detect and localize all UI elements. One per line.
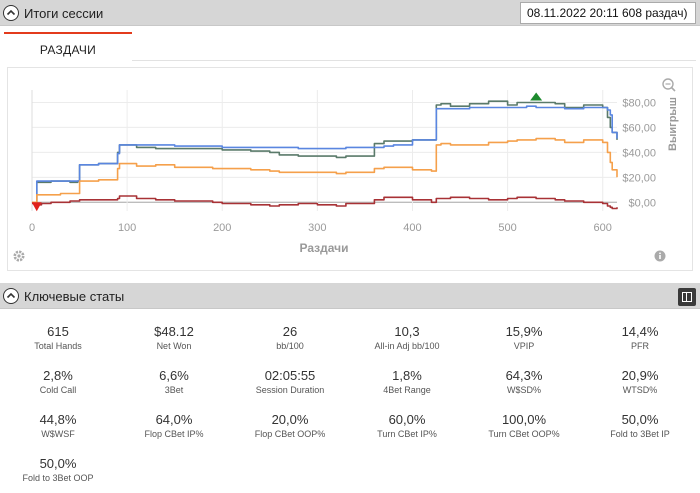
stat-label: WTSD% xyxy=(622,385,658,395)
stat-item: 44,8% W$WSF xyxy=(0,412,116,439)
stat-value: 15,9% xyxy=(505,324,543,339)
session-summary-header[interactable]: Итоги сессии 08.11.2022 20:11 608 раздач… xyxy=(0,0,700,26)
stat-item: 02:05:55 Session Duration xyxy=(232,368,348,395)
stat-label: W$SD% xyxy=(506,385,541,395)
stat-value: 14,4% xyxy=(621,324,659,339)
series-line-1 xyxy=(32,105,618,204)
collapse-icon[interactable] xyxy=(3,288,19,304)
stats-grid: 615 Total Hands $48.12 Net Won 26 bb/100 10,3 A… xyxy=(0,312,700,493)
zoom-icon[interactable] xyxy=(662,78,676,92)
stat-value: 50,0% xyxy=(621,412,659,427)
stat-item: 2,8% Cold Call xyxy=(0,368,116,395)
y-tick-label: $80,00 xyxy=(622,97,656,109)
stat-item: 1,8% 4Bet Range xyxy=(349,368,465,395)
y-axis-ticks: $0,00 $20,00 $40,00 $60,00 $80,00 xyxy=(622,97,656,209)
winnings-chart: 0 100 200 300 400 500 600 $0,00 $20,00 $40,00 $60… xyxy=(13,78,679,262)
stat-label: bb/100 xyxy=(276,341,304,351)
stat-value: 64,0% xyxy=(155,412,193,427)
x-axis-label: Раздачи xyxy=(300,241,349,255)
stat-label: Cold Call xyxy=(39,385,77,395)
stat-label: PFR xyxy=(631,341,649,351)
min-marker-icon xyxy=(31,202,42,212)
key-stats-title: Ключевые статы xyxy=(24,289,125,304)
stat-item: 26 bb/100 xyxy=(232,324,348,351)
gear-icon[interactable] xyxy=(13,250,25,262)
series-line-2 xyxy=(32,137,618,204)
key-stats-header[interactable]: Ключевые статы xyxy=(0,283,700,309)
stat-label: VPIP xyxy=(513,341,535,351)
stat-value: 60,0% xyxy=(388,412,426,427)
x-tick-label: 100 xyxy=(118,222,136,234)
stat-value: 2,8% xyxy=(43,368,73,383)
tab-hands[interactable]: РАЗДАЧИ xyxy=(4,32,132,61)
stat-item: 60,0% Turn CBet IP% xyxy=(349,412,465,439)
stat-label: 4Bet Range xyxy=(383,385,431,395)
stat-item: $48.12 Net Won xyxy=(116,324,232,351)
x-tick-label: 0 xyxy=(29,222,35,234)
y-axis-label: Выигрыш xyxy=(667,97,679,151)
stat-label: Turn CBet IP% xyxy=(377,429,437,439)
chart-markers xyxy=(31,92,543,212)
y-tick-label: $60,00 xyxy=(622,122,656,134)
y-tick-label: $0,00 xyxy=(628,197,656,209)
collapse-icon[interactable] xyxy=(3,5,19,21)
stat-value: $48.12 xyxy=(154,324,194,339)
stat-item: 14,4% PFR xyxy=(582,324,698,351)
stat-label: Net Won xyxy=(156,341,192,351)
stat-label: Flop CBet OOP% xyxy=(254,429,326,439)
stat-item: 15,9% VPIP xyxy=(466,324,582,351)
stat-label: Fold to 3Bet OOP xyxy=(22,473,94,483)
info-icon[interactable] xyxy=(654,250,666,262)
stat-item: 615 Total Hands xyxy=(0,324,116,351)
stat-item: 50,0% Fold to 3Bet IP xyxy=(582,412,698,439)
stat-item: 20,9% WTSD% xyxy=(582,368,698,395)
x-tick-label: 500 xyxy=(498,222,516,234)
x-tick-label: 200 xyxy=(213,222,231,234)
stat-value: 10,3 xyxy=(394,324,420,339)
stat-value: 44,8% xyxy=(39,412,77,427)
stat-label: Turn CBet OOP% xyxy=(488,429,560,439)
stat-label: Session Duration xyxy=(255,385,325,395)
session-summary-title: Итоги сессии xyxy=(24,6,104,21)
series-line-3 xyxy=(32,195,618,210)
stat-label: All-in Adj bb/100 xyxy=(374,341,440,351)
stat-value: 1,8% xyxy=(392,368,422,383)
x-tick-label: 600 xyxy=(594,222,612,234)
stat-value: 02:05:55 xyxy=(264,368,316,383)
stat-item: 100,0% Turn CBet OOP% xyxy=(466,412,582,439)
stat-label: W$WSF xyxy=(41,429,75,439)
x-tick-label: 400 xyxy=(403,222,421,234)
stat-label: Total Hands xyxy=(34,341,82,351)
session-select[interactable]: 08.11.2022 20:11 608 раздач) xyxy=(520,2,696,24)
stat-value: 50,0% xyxy=(39,456,77,471)
stat-item: 6,6% 3Bet xyxy=(116,368,232,395)
stat-value: 64,3% xyxy=(505,368,543,383)
stat-value: 100,0% xyxy=(501,412,547,427)
stat-item: 50,0% Fold to 3Bet OOP xyxy=(0,456,116,483)
chart-panel: 0 100 200 300 400 500 600 $0,00 $20,00 $40,00 $60… xyxy=(7,67,693,271)
chart-series xyxy=(32,100,618,210)
stat-label: 3Bet xyxy=(164,385,184,395)
y-tick-label: $20,00 xyxy=(622,172,656,184)
tab-divider xyxy=(132,60,696,61)
stat-label: Fold to 3Bet IP xyxy=(610,429,670,439)
stat-value: 20,9% xyxy=(621,368,659,383)
x-tick-label: 300 xyxy=(308,222,326,234)
stat-value: 26 xyxy=(282,324,298,339)
stat-label: Flop CBet IP% xyxy=(144,429,204,439)
stat-value: 20,0% xyxy=(271,412,309,427)
stat-item: 10,3 All-in Adj bb/100 xyxy=(349,324,465,351)
tab-bar: РАЗДАЧИ xyxy=(0,27,700,61)
stat-item: 64,3% W$SD% xyxy=(466,368,582,395)
stat-item: 64,0% Flop CBet IP% xyxy=(116,412,232,439)
expand-icon[interactable] xyxy=(678,288,696,306)
max-marker-icon xyxy=(530,92,543,101)
stat-value: 615 xyxy=(47,324,69,339)
stat-value: 6,6% xyxy=(159,368,189,383)
x-axis-ticks: 0 100 200 300 400 500 600 xyxy=(29,222,612,234)
chart-grid xyxy=(31,90,617,211)
stat-item: 20,0% Flop CBet OOP% xyxy=(232,412,348,439)
y-tick-label: $40,00 xyxy=(622,147,656,159)
